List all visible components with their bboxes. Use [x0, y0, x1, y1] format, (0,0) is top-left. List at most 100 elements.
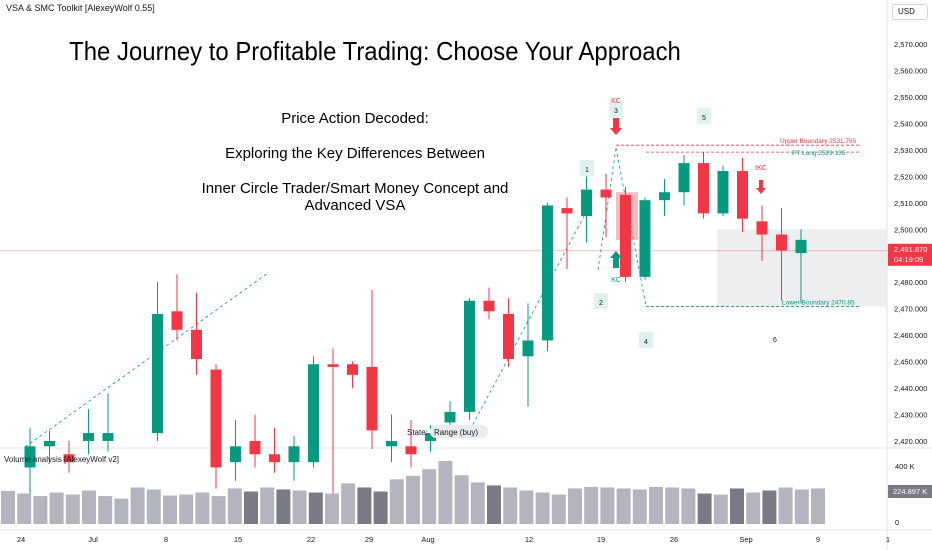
currency-selector[interactable]: USD: [892, 4, 928, 20]
price-tick-label: 2,530.000: [894, 146, 927, 155]
candle-body: [483, 300, 495, 312]
candle-body: [327, 364, 339, 367]
candle-body: [191, 329, 202, 359]
volume-bar: [130, 487, 145, 524]
state-label: State:: [407, 428, 428, 437]
candle-body: [44, 441, 55, 447]
price-tick-label: 2,510.000: [894, 199, 927, 208]
candle-body: [581, 189, 592, 217]
volume-bar: [1, 491, 15, 524]
volume-tag-bg: [888, 485, 932, 498]
kc-marker-label: KC: [611, 98, 621, 105]
volume-bar: [276, 489, 291, 524]
volume-bar: [438, 461, 453, 524]
candle-body: [308, 364, 319, 463]
price-tick-label: 2,520.000: [894, 172, 927, 181]
volume-bar: [260, 487, 275, 524]
price-tick-label: 2,470.000: [894, 305, 927, 314]
time-tick-label: 12: [525, 535, 533, 544]
volume-bar: [584, 486, 599, 524]
volume-axis-label: 0: [895, 518, 899, 527]
volume-bar: [470, 482, 485, 524]
candle-body: [405, 446, 417, 455]
trend-line: [24, 272, 269, 448]
time-tick-label: 15: [234, 535, 242, 544]
volume-bar: [227, 488, 242, 524]
candle-body: [678, 163, 690, 193]
candle-body: [464, 300, 475, 412]
volume-bar: [551, 494, 566, 524]
pt-long-label: PT Long 2529.135: [792, 150, 846, 157]
volume-bar: [373, 491, 388, 524]
candle-body: [152, 313, 163, 434]
lower-boundary-label: Lower Boundary 2470.85: [782, 299, 855, 306]
volume-bar: [568, 488, 582, 524]
wave-marker-bg: [609, 101, 623, 117]
price-tick-label: 2,460.000: [894, 331, 927, 340]
volume-bar: [49, 492, 64, 524]
time-tick-label: Jul: [88, 535, 98, 544]
candle-body: [503, 313, 514, 359]
volume-bar: [746, 492, 761, 524]
volume-bar: [325, 493, 339, 524]
price-tick-label: 2,570.000: [894, 40, 927, 49]
candle-body: [63, 454, 75, 463]
volume-bar: [341, 483, 356, 524]
volume-bar: [487, 485, 501, 524]
wave-marker-bg: [580, 160, 594, 176]
volume-bar: [778, 487, 793, 524]
wave-marker-label: 2: [599, 300, 603, 307]
volume-bar: [794, 489, 809, 524]
volume-bar: [697, 493, 712, 524]
candle-body: [620, 194, 631, 277]
volume-bar: [308, 492, 323, 524]
candle-body: [230, 446, 241, 463]
volume-bar: [211, 496, 226, 524]
candle-body: [425, 433, 436, 441]
price-tick-label: 2,430.000: [894, 411, 927, 420]
candle-body: [171, 311, 183, 330]
candle-body: [269, 454, 280, 463]
volume-bar: [98, 496, 113, 524]
headline-line-2: Exploring the Key Differences Between: [225, 145, 485, 162]
state-value: Range (buy): [434, 428, 478, 437]
wave-marker-label: 4: [644, 339, 648, 346]
price-tick-label: 2,500.000: [894, 225, 927, 234]
candle-body: [366, 366, 378, 431]
headline-line-1: Price Action Decoded:: [281, 110, 429, 127]
volume-indicator-label[interactable]: Volume analysis [AlexeyWolf v2]: [4, 455, 120, 464]
candle-body: [24, 446, 36, 468]
candle-body: [542, 205, 553, 341]
bear-arrow-icon: [756, 180, 766, 194]
volume-bar: [82, 490, 96, 524]
time-tick-label: 9: [816, 535, 820, 544]
wave-marker-bg: [697, 108, 711, 124]
wave-marker-label: 3: [614, 108, 618, 115]
candle-body: [522, 340, 534, 357]
kc-marker-label: tKC: [755, 165, 767, 172]
candle-body: [102, 433, 114, 441]
volume-current-tag: 224.897 K: [893, 487, 927, 496]
countdown-tag: 04:19:09: [894, 255, 923, 264]
time-tick-label: 26: [670, 535, 678, 544]
candle-body: [659, 192, 670, 201]
volume-bar: [65, 494, 80, 524]
candle-body: [717, 171, 729, 214]
indicator-label[interactable]: VSA & SMC Toolkit [AlexeyWolf 0.55]: [4, 2, 157, 14]
time-tick-label: Sep: [739, 535, 752, 544]
candle-body: [210, 369, 222, 468]
volume-bar: [649, 486, 663, 524]
volume-bar: [389, 479, 404, 524]
volume-bar: [600, 487, 615, 524]
volume-bar: [179, 494, 194, 524]
volume-bar: [17, 493, 32, 524]
volume-bar: [146, 489, 161, 524]
volume-bar: [632, 489, 647, 524]
time-tick-label: 22: [307, 535, 315, 544]
wave-marker-label: 6: [773, 337, 777, 344]
price-tick-label: 2,560.000: [894, 66, 927, 75]
candle-body: [288, 446, 300, 463]
candle-body: [249, 441, 261, 455]
kc-marker-label: KC: [611, 277, 621, 284]
